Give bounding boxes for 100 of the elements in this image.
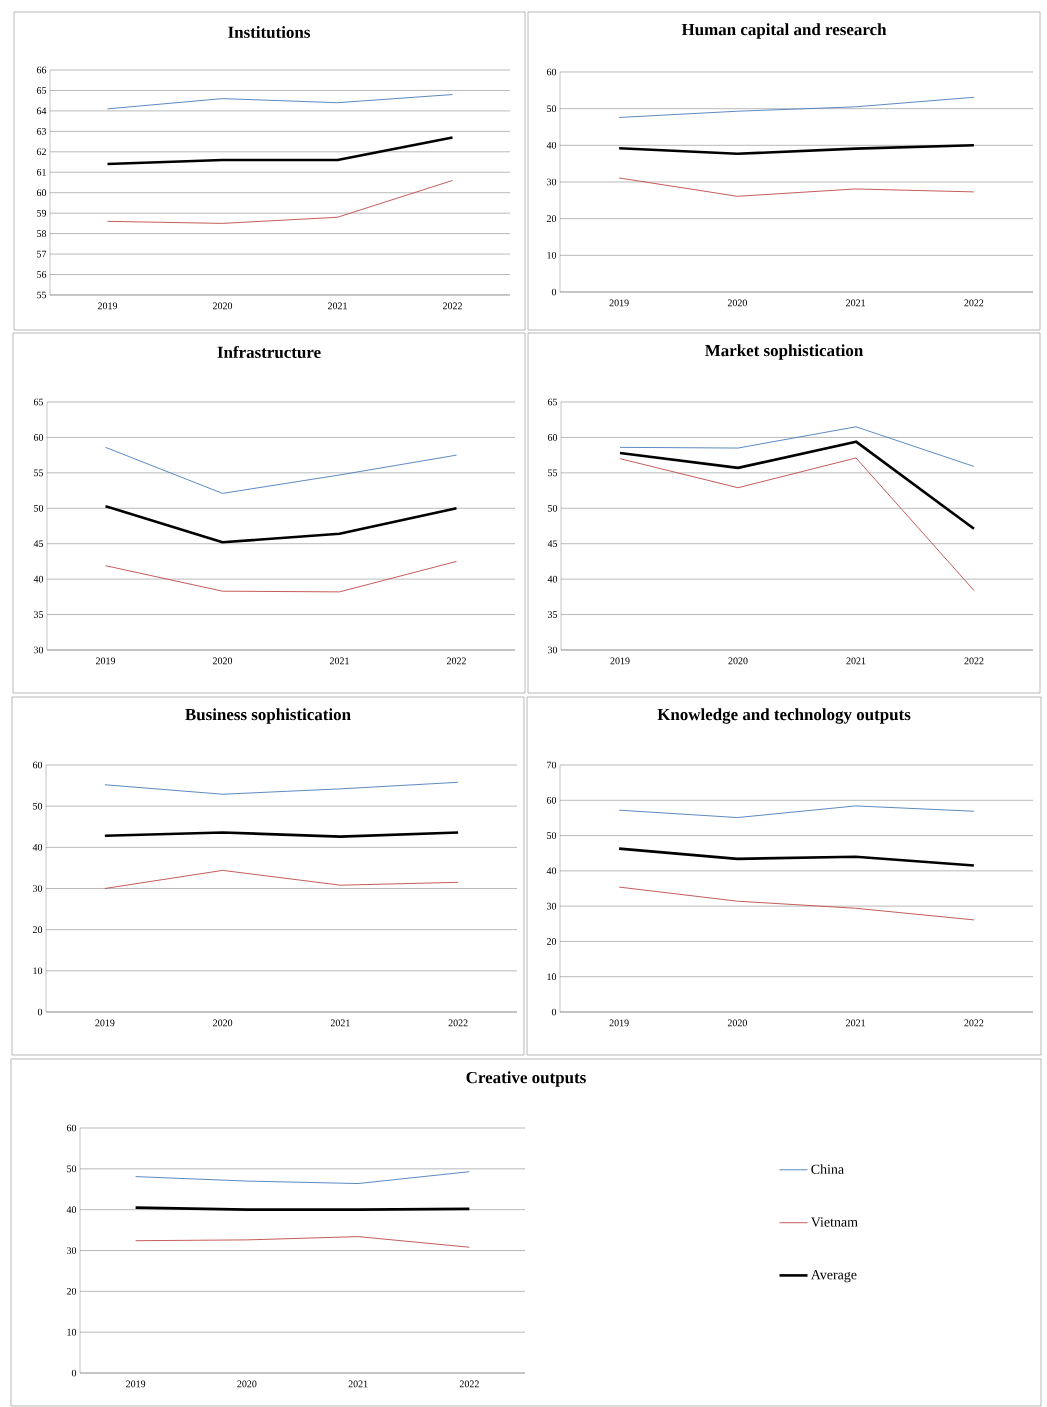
legend-label: Vietnam: [810, 1217, 858, 1227]
x-tick-label: 2021: [329, 657, 349, 665]
x-tick-label: 2022: [964, 657, 984, 665]
x-tick-label: 2019: [95, 657, 116, 665]
y-tick-label: 35: [548, 611, 558, 618]
y-tick-label: 30: [34, 646, 44, 654]
y-tick-label: 60: [32, 761, 43, 769]
y-tick-label: 66: [36, 66, 47, 74]
y-tick-label: 10: [547, 973, 557, 981]
line-series: [135, 1236, 470, 1248]
line-series: [619, 457, 975, 591]
y-tick-label: 20: [66, 1287, 77, 1295]
x-tick-label: 2021: [348, 1380, 368, 1388]
y-tick-label: 30: [548, 646, 558, 654]
y-tick-label: 30: [547, 178, 557, 186]
line-series: [617, 144, 976, 156]
y-tick-label: 55: [34, 469, 44, 477]
y-tick-label: 60: [546, 68, 557, 76]
y-tick-label: 40: [547, 575, 558, 583]
y-tick-label: 62: [36, 148, 46, 156]
chart-title: Infrastructure: [217, 345, 321, 359]
line-series: [104, 781, 459, 795]
x-tick-label: 2019: [610, 657, 630, 665]
y-tick-label: 55: [548, 469, 558, 477]
y-tick-label: 59: [37, 209, 47, 217]
y-tick-label: 57: [37, 250, 47, 258]
y-tick-label: 20: [546, 215, 557, 223]
y-tick-label: 10: [67, 1328, 77, 1336]
y-tick-label: 40: [546, 867, 557, 875]
line-series: [105, 446, 457, 494]
line-series: [104, 869, 459, 889]
y-tick-label: 10: [547, 251, 557, 259]
x-tick-label: 2020: [212, 657, 233, 665]
y-tick-label: 20: [546, 938, 557, 945]
x-tick-label: 2022: [446, 657, 466, 665]
y-tick-label: 60: [33, 434, 44, 441]
x-tick-label: 2019: [609, 299, 629, 307]
line-series: [618, 886, 975, 921]
x-tick-label: 2022: [964, 299, 984, 307]
y-tick-label: 0: [71, 1369, 77, 1377]
y-tick-label: 50: [67, 1165, 77, 1173]
line-series: [107, 94, 453, 110]
y-tick-label: 20: [32, 926, 43, 934]
line-series: [618, 177, 975, 197]
x-tick-label: 2020: [213, 1019, 233, 1027]
line-series: [135, 1171, 470, 1184]
y-tick-label: 60: [66, 1124, 77, 1132]
y-tick-label: 65: [33, 398, 44, 406]
y-tick-label: 30: [547, 902, 557, 910]
y-tick-label: 30: [67, 1247, 77, 1254]
legend-label: China: [811, 1164, 844, 1175]
x-tick-label: 2019: [126, 1380, 146, 1388]
y-tick-label: 58: [37, 230, 47, 237]
y-tick-label: 64: [36, 107, 47, 115]
x-tick-label: 2019: [609, 1019, 629, 1027]
line-series: [618, 96, 975, 118]
y-tick-label: 50: [547, 832, 557, 839]
x-tick-label: 2021: [330, 1019, 350, 1027]
line-series: [619, 426, 975, 467]
line-series: [618, 805, 975, 819]
line-series: [617, 847, 976, 867]
y-tick-label: 45: [547, 540, 558, 548]
y-tick-label: 0: [37, 1008, 43, 1016]
y-tick-label: 60: [36, 189, 47, 197]
x-tick-label: 2020: [237, 1380, 257, 1388]
line-series: [104, 504, 458, 544]
x-tick-label: 2022: [964, 1019, 984, 1027]
line-series: [105, 560, 457, 593]
y-tick-label: 35: [34, 611, 44, 618]
y-tick-label: 10: [33, 967, 43, 975]
x-tick-label: 2022: [459, 1380, 479, 1388]
chart-title: Market sophistication: [705, 344, 864, 360]
y-tick-label: 50: [548, 504, 558, 512]
line-series: [107, 179, 453, 224]
x-tick-label: 2021: [846, 299, 865, 307]
chart-title: Knowledge and technology outputs: [657, 708, 911, 724]
line-series: [618, 440, 976, 531]
y-tick-label: 40: [33, 575, 44, 583]
x-tick-label: 2022: [442, 302, 462, 310]
y-tick-label: 40: [32, 843, 43, 851]
y-tick-label: 45: [33, 540, 44, 548]
x-tick-label: 2019: [97, 302, 118, 310]
legend-label: Average: [810, 1270, 857, 1283]
chart-title: Business sophistication: [185, 708, 351, 724]
y-tick-label: 0: [551, 288, 557, 296]
y-tick-label: 65: [36, 87, 47, 94]
chart-title: Creative outputs: [466, 1071, 586, 1087]
x-tick-label: 2021: [846, 1019, 865, 1027]
x-tick-label: 2019: [95, 1019, 115, 1027]
y-tick-label: 60: [547, 434, 558, 441]
y-tick-label: 30: [33, 885, 43, 892]
y-tick-label: 0: [551, 1008, 557, 1016]
y-tick-label: 55: [37, 291, 47, 299]
x-tick-label: 2021: [327, 302, 347, 310]
x-tick-label: 2020: [212, 302, 233, 310]
x-tick-label: 2022: [448, 1019, 468, 1027]
x-tick-label: 2021: [846, 657, 866, 665]
chart-title: Institutions: [228, 26, 310, 38]
y-tick-label: 40: [546, 141, 557, 149]
x-tick-label: 2020: [727, 1019, 747, 1027]
